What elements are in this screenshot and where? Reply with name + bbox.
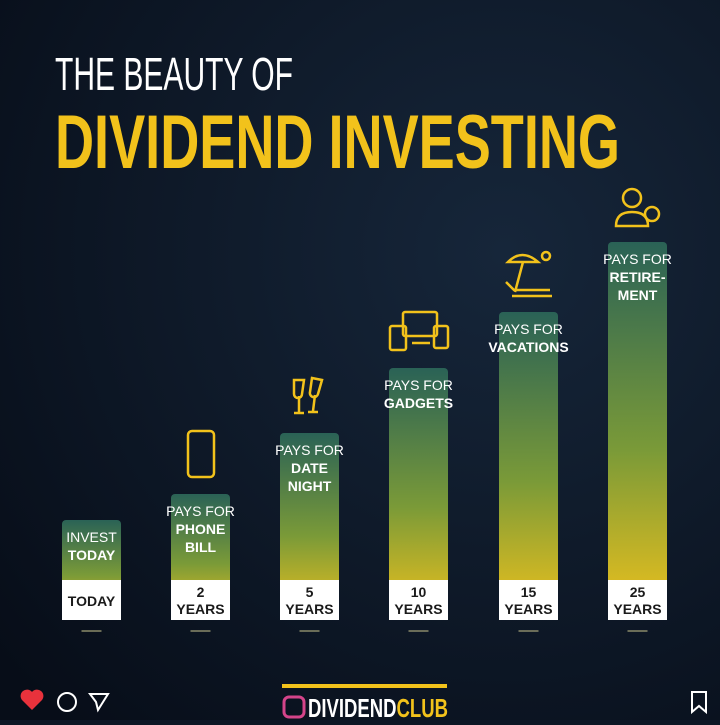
column-label: TODAY bbox=[68, 547, 116, 563]
column-label: PAYS FOR bbox=[275, 442, 344, 458]
brand-main: DIVIDEND bbox=[308, 693, 397, 720]
column-period: 10 bbox=[411, 584, 427, 600]
column-base bbox=[499, 580, 558, 620]
instagram-logo bbox=[282, 695, 306, 719]
gadgets-icon bbox=[388, 310, 450, 352]
column-base bbox=[608, 580, 667, 620]
save-button[interactable] bbox=[691, 691, 707, 715]
column-label: VACATIONS bbox=[488, 339, 568, 355]
column-label: INVEST bbox=[66, 529, 117, 545]
like-button[interactable] bbox=[20, 689, 44, 710]
column-label: PAYS FOR bbox=[494, 321, 563, 337]
column-label: GADGETS bbox=[384, 395, 453, 411]
column-period: YEARS bbox=[394, 601, 442, 617]
column-bar bbox=[280, 433, 339, 620]
column-label: RETIRE- bbox=[610, 269, 666, 285]
column-period: 25 bbox=[630, 584, 646, 600]
column-label: DATE bbox=[291, 460, 328, 476]
glasses-icon bbox=[292, 376, 324, 415]
column-label: MENT bbox=[618, 287, 658, 303]
column-base bbox=[171, 580, 230, 620]
column-period: YEARS bbox=[613, 601, 661, 617]
column-period: YEARS bbox=[176, 601, 224, 617]
column-period: TODAY bbox=[68, 593, 116, 609]
phone-icon bbox=[186, 429, 216, 479]
beach-icon bbox=[504, 250, 552, 298]
column-label: PAYS FOR bbox=[603, 251, 672, 267]
column-label: PAYS FOR bbox=[384, 377, 453, 393]
column-period: 15 bbox=[521, 584, 537, 600]
icons bbox=[186, 187, 661, 479]
brand: DIVIDENDCLUB bbox=[308, 693, 448, 720]
title-line2: DIVIDEND INVESTING bbox=[55, 100, 620, 185]
column-base bbox=[389, 580, 448, 620]
share-button[interactable] bbox=[88, 693, 110, 713]
column-label: BILL bbox=[185, 539, 217, 555]
column-period: 5 bbox=[306, 584, 314, 600]
retirement-icon bbox=[614, 187, 661, 228]
column-period: 2 bbox=[197, 584, 205, 600]
column-label: NIGHT bbox=[288, 478, 332, 494]
column-bar bbox=[608, 242, 667, 620]
comment-button[interactable] bbox=[57, 692, 77, 712]
column-base bbox=[280, 580, 339, 620]
title-line1: THE BEAUTY OF bbox=[55, 48, 293, 100]
column-label: PHONE bbox=[176, 521, 226, 537]
column-bar bbox=[389, 368, 448, 620]
brand-accent: CLUB bbox=[397, 693, 448, 720]
column-period: YEARS bbox=[285, 601, 333, 617]
column-bar bbox=[499, 312, 558, 620]
column-period: YEARS bbox=[504, 601, 552, 617]
column-base bbox=[62, 580, 121, 620]
column-label: PAYS FOR bbox=[166, 503, 235, 519]
